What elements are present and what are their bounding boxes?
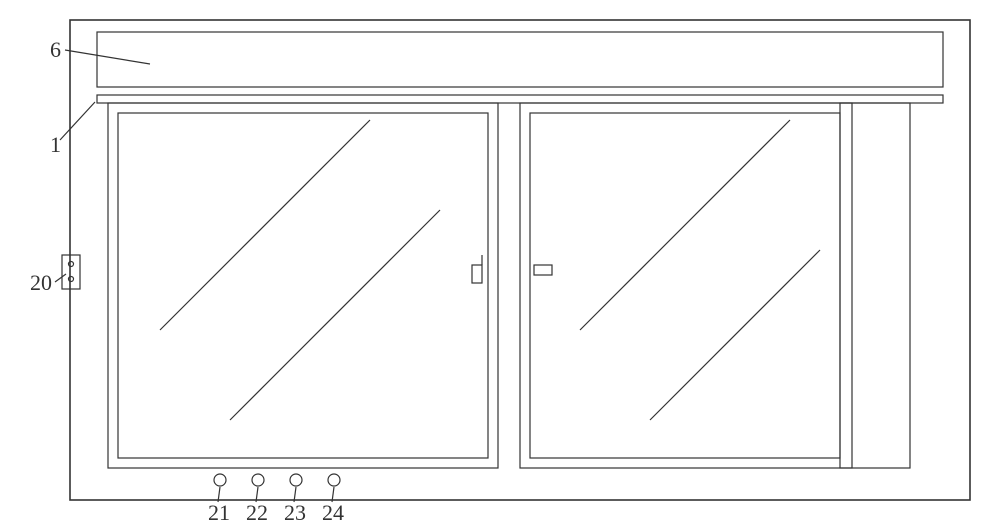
- label-6: 6: [50, 37, 61, 62]
- left-sash-glass: [118, 113, 488, 458]
- left-sash-handle: [472, 265, 482, 283]
- left-glare-1: [160, 120, 370, 330]
- label-21: 21: [208, 500, 230, 525]
- right-mullion: [840, 103, 852, 468]
- callout-22: 22: [246, 487, 268, 525]
- right-glare-2: [650, 250, 820, 420]
- button-22: [252, 474, 264, 486]
- label-20: 20: [30, 270, 52, 295]
- button-23: [290, 474, 302, 486]
- callout-21: 21: [208, 487, 230, 525]
- callout-1: 1: [50, 102, 95, 157]
- left-glare-2: [230, 210, 440, 420]
- sensor-plate: [62, 255, 80, 289]
- label-1: 1: [50, 132, 61, 157]
- label-23: 23: [284, 500, 306, 525]
- label-22: 22: [246, 500, 268, 525]
- callout-6: 6: [50, 37, 150, 64]
- callout-23: 23: [284, 487, 306, 525]
- label-24: 24: [322, 500, 344, 525]
- right-glare-1: [580, 120, 790, 330]
- callout-20: 20: [30, 270, 66, 295]
- callout-24: 24: [322, 487, 344, 525]
- left-sash-frame: [108, 103, 498, 468]
- window-technical-diagram: 6 1 20 21 22 23 24: [0, 0, 1000, 530]
- top-track: [97, 95, 943, 103]
- roller-box: [97, 32, 943, 87]
- button-24: [328, 474, 340, 486]
- right-sash-handle: [534, 265, 552, 275]
- right-sash-glass: [530, 113, 840, 458]
- button-21: [214, 474, 226, 486]
